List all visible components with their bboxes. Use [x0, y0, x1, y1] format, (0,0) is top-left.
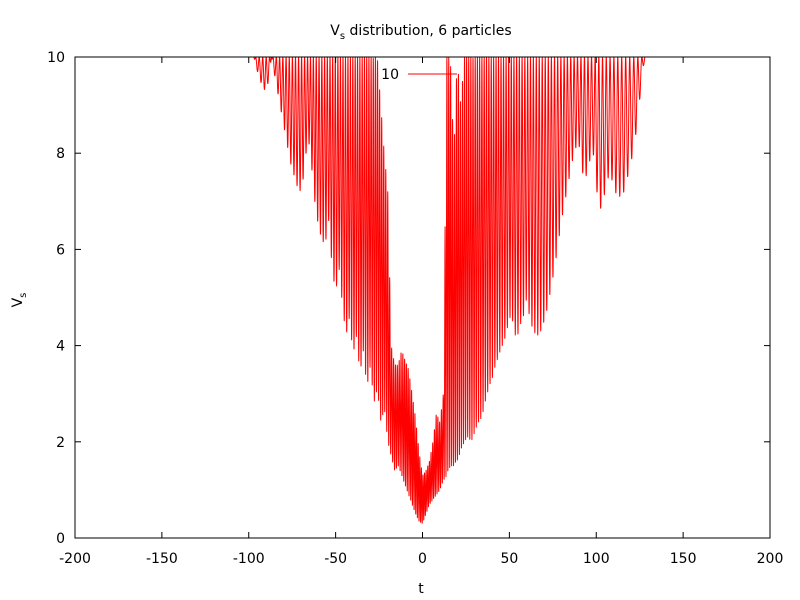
- y-tick-label: 8: [56, 146, 65, 162]
- y-tick-label: 10: [47, 50, 65, 66]
- x-tick-label: -150: [146, 551, 178, 567]
- x-tick-label: -100: [233, 551, 265, 567]
- x-tick-label: 150: [670, 551, 697, 567]
- series-10-line: [253, 57, 646, 524]
- y-tick-label: 0: [56, 531, 65, 547]
- legend-label: 10: [381, 67, 399, 83]
- y-axis: 0 2 4 6 8 10: [47, 50, 770, 547]
- x-tick-label: 100: [583, 551, 610, 567]
- y-axis-label: Vs: [10, 293, 29, 308]
- svg-text:Vs: Vs: [10, 293, 29, 308]
- y-tick-label: 4: [56, 339, 65, 355]
- x-axis-label: t: [418, 581, 424, 597]
- x-tick-label: -50: [324, 551, 347, 567]
- x-tick-label: 50: [500, 551, 518, 567]
- legend: 10: [381, 67, 457, 83]
- x-tick-label: 200: [757, 551, 784, 567]
- x-axis: -200 -150 -100 -50 0 50 100 150 200: [59, 57, 783, 567]
- chart-title: Vs distribution, 6 particles: [330, 23, 511, 42]
- plot-frame: [74, 56, 771, 539]
- x-tick-label: 0: [418, 551, 427, 567]
- y-tick-label: 6: [56, 242, 65, 258]
- y-tick-label: 2: [56, 435, 65, 451]
- series-10-path: [253, 57, 646, 524]
- x-tick-label: -200: [59, 551, 91, 567]
